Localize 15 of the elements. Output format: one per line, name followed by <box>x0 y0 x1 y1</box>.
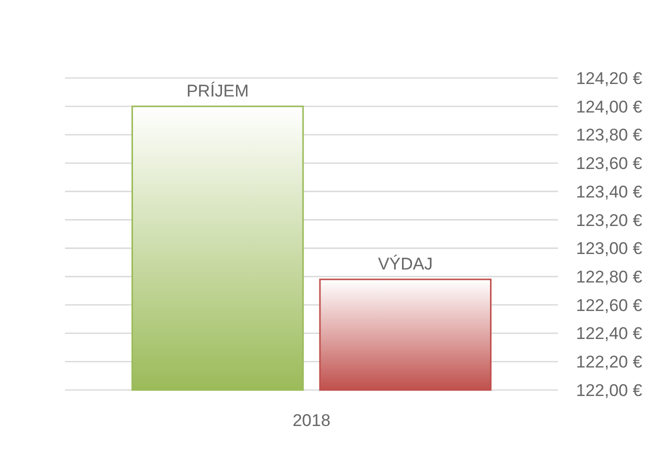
y-tick-label: 123,60 € <box>576 154 643 174</box>
series-label: PRÍJEM <box>186 81 249 100</box>
y-tick-label: 123,40 € <box>576 182 643 202</box>
series-label: VÝDAJ <box>378 254 433 274</box>
y-tick-label: 122,00 € <box>576 380 643 400</box>
y-tick-label: 123,00 € <box>576 239 643 258</box>
y-tick-label: 124,20 € <box>576 68 643 88</box>
y-tick-label: 123,20 € <box>576 210 643 230</box>
y-tick-label: 124,00 € <box>576 97 643 116</box>
y-tick-label: 122,20 € <box>576 352 643 372</box>
y-tick-label: 122,60 € <box>576 296 643 315</box>
y-tick-label: 123,80 € <box>576 126 643 145</box>
y-tick-label: 122,40 € <box>576 324 643 344</box>
y-tick-label: 122,80 € <box>576 267 643 286</box>
x-tick-label: 2018 <box>292 410 330 430</box>
